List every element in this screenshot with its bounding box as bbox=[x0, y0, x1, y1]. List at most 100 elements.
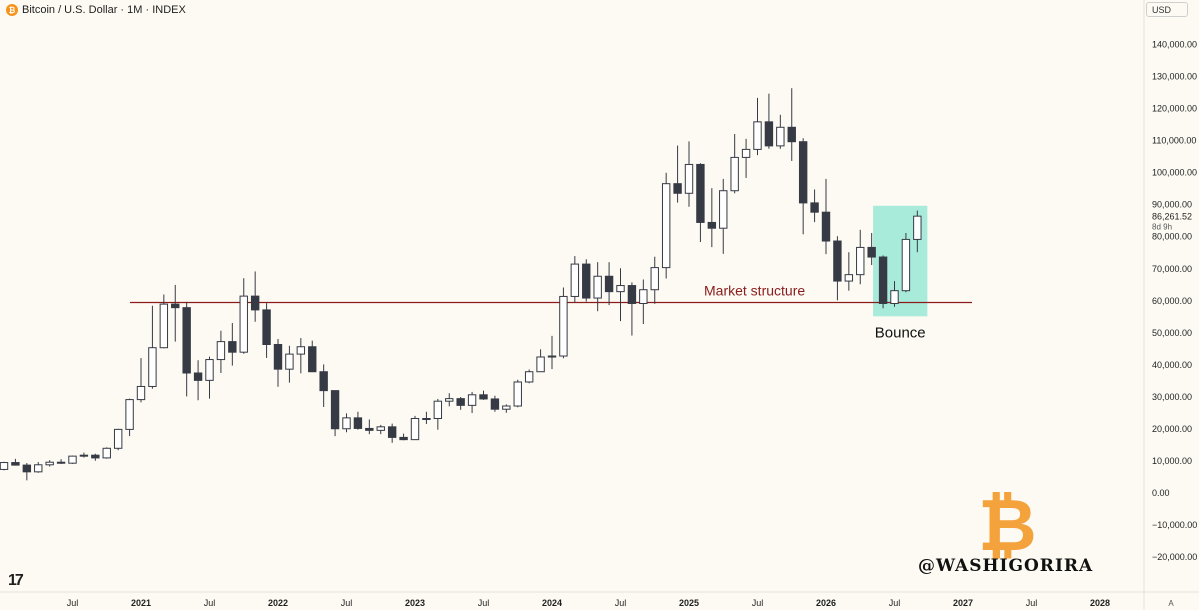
candle bbox=[273, 339, 283, 387]
currency-select-button[interactable]: USD bbox=[1146, 2, 1188, 17]
y-tick-label: 140,000.00 bbox=[1152, 40, 1197, 50]
candle-body bbox=[216, 341, 226, 361]
candle-body bbox=[856, 246, 865, 276]
bitcoin-logo-icon: ₿ bbox=[978, 483, 1037, 567]
candle-body bbox=[125, 399, 134, 430]
x-tick-label: Jul bbox=[478, 598, 490, 608]
x-tick-label: Jul bbox=[67, 598, 79, 608]
x-tick-label: Jul bbox=[341, 598, 353, 608]
candle bbox=[467, 391, 477, 414]
candle-body bbox=[399, 436, 408, 441]
candle-body bbox=[422, 417, 431, 420]
candle bbox=[821, 178, 831, 255]
candle-body bbox=[319, 371, 328, 392]
candle-body bbox=[342, 417, 351, 430]
candle bbox=[582, 259, 591, 302]
candle-body bbox=[490, 398, 500, 410]
candle bbox=[125, 398, 134, 437]
candle-body bbox=[502, 405, 511, 410]
candle bbox=[593, 262, 602, 312]
y-tick-label: 100,000.00 bbox=[1152, 168, 1197, 178]
y-tick-label: 0.00 bbox=[1152, 488, 1170, 498]
x-tick-label: Jul bbox=[889, 598, 901, 608]
y-tick-label: 130,000.00 bbox=[1152, 72, 1197, 82]
candle-body bbox=[878, 256, 888, 304]
y-tick-label: −20,000.00 bbox=[1152, 552, 1197, 562]
y-tick-label: 60,000.00 bbox=[1152, 296, 1192, 306]
candle bbox=[878, 255, 888, 309]
candle bbox=[650, 256, 659, 304]
candle-body bbox=[456, 398, 465, 406]
candle-body bbox=[353, 417, 363, 429]
candle-body bbox=[22, 464, 32, 473]
candle bbox=[559, 287, 568, 359]
candle-body bbox=[513, 381, 522, 407]
candle bbox=[776, 114, 785, 149]
candle bbox=[387, 423, 397, 443]
candle bbox=[730, 134, 739, 194]
candle-body bbox=[604, 275, 614, 293]
candle bbox=[239, 278, 248, 354]
candle-body bbox=[719, 190, 728, 229]
candle-body bbox=[524, 371, 534, 383]
candle bbox=[353, 411, 363, 430]
candle-body bbox=[250, 295, 260, 311]
candle bbox=[319, 364, 328, 407]
candle bbox=[661, 172, 671, 279]
candle bbox=[890, 281, 899, 307]
bounce-label: Bounce bbox=[875, 324, 926, 341]
candle bbox=[901, 233, 911, 293]
candle-body bbox=[570, 263, 580, 297]
candle-body bbox=[661, 183, 671, 269]
candle bbox=[0, 461, 9, 471]
candle-body bbox=[34, 464, 43, 473]
candle-body bbox=[593, 275, 602, 299]
candle bbox=[764, 93, 774, 149]
candle bbox=[570, 256, 580, 303]
watermark-handle: @WASHIGORIRA bbox=[918, 556, 1094, 576]
candle-body bbox=[730, 156, 739, 192]
candle bbox=[422, 411, 431, 424]
y-tick-label: 70,000.00 bbox=[1152, 264, 1192, 274]
candle-body bbox=[798, 141, 808, 204]
candle-body bbox=[102, 447, 111, 459]
y-tick-label: 50,000.00 bbox=[1152, 328, 1192, 338]
y-tick-label: −10,000.00 bbox=[1152, 520, 1197, 530]
candle-body bbox=[753, 121, 762, 150]
candle bbox=[171, 284, 180, 342]
candle-body bbox=[547, 355, 557, 358]
candle-body bbox=[433, 400, 443, 419]
candle bbox=[490, 395, 500, 412]
candle-body bbox=[56, 461, 66, 464]
candle bbox=[113, 428, 123, 451]
candle bbox=[513, 379, 522, 408]
candle-body bbox=[696, 163, 705, 223]
candle bbox=[867, 233, 876, 266]
candle-body bbox=[776, 126, 785, 147]
candle bbox=[833, 236, 842, 301]
candle bbox=[91, 453, 100, 461]
candle-body bbox=[833, 240, 842, 282]
candle-body bbox=[136, 385, 146, 401]
market-structure-label: Market structure bbox=[704, 282, 805, 298]
candle-body bbox=[467, 394, 477, 406]
candle bbox=[787, 88, 796, 161]
candle-body bbox=[821, 211, 831, 242]
candle bbox=[753, 97, 762, 156]
tradingview-logo-icon[interactable]: 17 bbox=[8, 572, 24, 589]
candle bbox=[844, 252, 854, 291]
candle bbox=[262, 303, 271, 358]
candle bbox=[34, 462, 43, 473]
candle bbox=[399, 433, 408, 441]
candle bbox=[696, 163, 705, 242]
candle bbox=[524, 369, 534, 384]
candle bbox=[410, 415, 420, 441]
candle bbox=[673, 145, 682, 203]
candle-body bbox=[479, 394, 488, 400]
candle bbox=[159, 294, 169, 349]
candle-body bbox=[445, 398, 454, 402]
candle bbox=[56, 459, 66, 464]
candle-body bbox=[410, 417, 420, 441]
candle bbox=[250, 271, 260, 322]
